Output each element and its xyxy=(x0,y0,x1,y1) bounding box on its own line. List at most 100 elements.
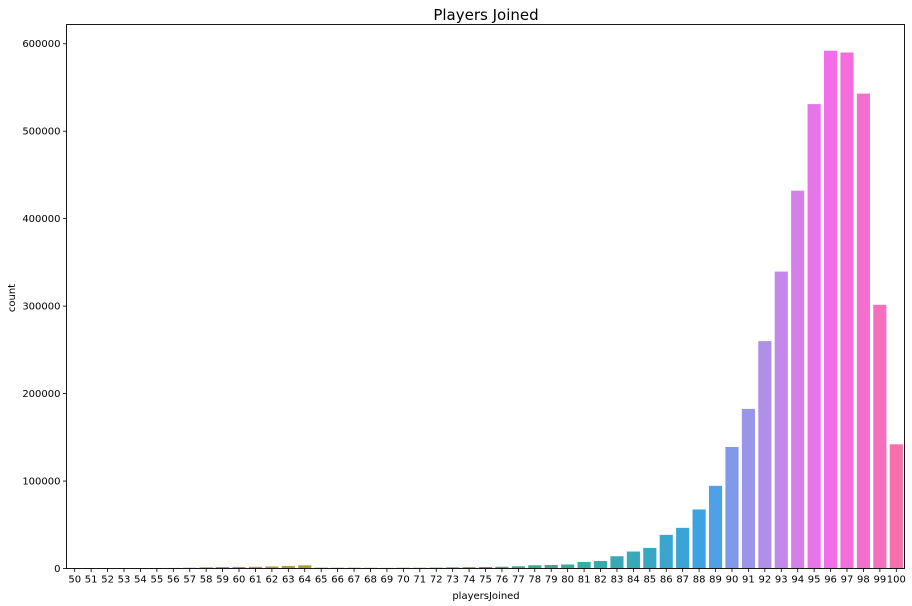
x-tick-label: 82 xyxy=(594,575,607,586)
x-tick-label: 92 xyxy=(758,575,771,586)
x-tick-label: 89 xyxy=(709,575,722,586)
x-tick-label: 93 xyxy=(775,575,788,586)
bar-62 xyxy=(265,566,279,569)
x-tick-label: 95 xyxy=(808,575,821,586)
x-tick-label: 50 xyxy=(68,575,81,586)
plot-frame xyxy=(66,24,905,569)
x-tick-label: 60 xyxy=(233,575,246,586)
x-tick-label: 59 xyxy=(216,575,229,586)
x-tick-label: 52 xyxy=(101,575,114,586)
bar-79 xyxy=(544,565,558,569)
bar-90 xyxy=(725,446,739,569)
y-axis: 0 100000 200000 300000 400000 500000 600000 xyxy=(22,39,67,575)
x-tick-label: 58 xyxy=(200,575,213,586)
x-tick-label: 57 xyxy=(183,575,196,586)
x-axis-label: playersJoined xyxy=(452,591,519,602)
bar-97 xyxy=(840,52,854,569)
x-tick-label: 87 xyxy=(676,575,689,586)
bars-group xyxy=(68,50,903,569)
bar-83 xyxy=(610,556,624,569)
x-tick-label: 62 xyxy=(266,575,279,586)
x-tick-label: 70 xyxy=(397,575,410,586)
bar-92 xyxy=(758,341,772,569)
x-tick-label: 65 xyxy=(315,575,328,586)
x-tick-label: 97 xyxy=(841,575,854,586)
x-tick-label: 100 xyxy=(887,575,906,586)
x-tick-label: 63 xyxy=(282,575,295,586)
bar-98 xyxy=(856,93,870,569)
bar-74 xyxy=(462,567,476,569)
bar-77 xyxy=(511,566,525,569)
x-tick-label: 99 xyxy=(873,575,886,586)
x-tick-label: 85 xyxy=(643,575,656,586)
x-tick-label: 88 xyxy=(693,575,706,586)
x-tick-label: 86 xyxy=(660,575,673,586)
x-tick-label: 83 xyxy=(611,575,624,586)
x-tick-label: 71 xyxy=(413,575,426,586)
bar-86 xyxy=(659,534,673,569)
chart-title: Players Joined xyxy=(433,6,538,24)
bar-82 xyxy=(593,560,608,569)
bar-80 xyxy=(561,564,575,569)
bar-63 xyxy=(281,565,295,569)
x-tick-label: 96 xyxy=(824,575,837,586)
bar-73 xyxy=(446,567,460,569)
bar-91 xyxy=(741,408,755,569)
y-tick-label: 300000 xyxy=(22,302,60,313)
y-tick-label: 500000 xyxy=(22,127,60,138)
x-tick-label: 67 xyxy=(348,575,361,586)
bar-88 xyxy=(692,509,706,569)
bar-75 xyxy=(478,567,493,569)
bar-99 xyxy=(873,304,887,569)
x-axis: 50 51 52 53 54 55 56 57 58 59 60 61 62 63 64 65 66 67 68 69… xyxy=(68,568,906,586)
x-tick-label: 90 xyxy=(726,575,739,586)
y-tick-label: 600000 xyxy=(22,39,60,50)
x-tick-label: 74 xyxy=(463,575,476,586)
x-tick-label: 84 xyxy=(627,575,640,586)
x-tick-label: 73 xyxy=(446,575,459,586)
bar-89 xyxy=(708,485,723,569)
bar-87 xyxy=(676,527,690,569)
x-tick-label: 51 xyxy=(85,575,98,586)
x-tick-label: 77 xyxy=(512,575,525,586)
x-tick-label: 98 xyxy=(857,575,870,586)
y-tick-label: 400000 xyxy=(22,214,60,225)
bar-58 xyxy=(199,567,213,569)
x-tick-label: 75 xyxy=(479,575,492,586)
x-tick-label: 64 xyxy=(298,575,311,586)
y-tick-label: 0 xyxy=(54,564,60,575)
x-tick-label: 76 xyxy=(496,575,509,586)
x-tick-label: 81 xyxy=(578,575,591,586)
x-tick-label: 55 xyxy=(151,575,164,586)
bar-93 xyxy=(774,271,788,569)
bar-95 xyxy=(807,104,821,569)
bar-94 xyxy=(791,190,805,569)
x-tick-label: 79 xyxy=(545,575,558,586)
x-tick-label: 69 xyxy=(381,575,394,586)
x-tick-label: 61 xyxy=(249,575,262,586)
x-tick-label: 94 xyxy=(791,575,804,586)
bar-64 xyxy=(298,565,312,569)
x-tick-label: 80 xyxy=(561,575,574,586)
x-tick-label: 54 xyxy=(134,575,147,586)
bar-78 xyxy=(528,565,542,569)
x-tick-label: 66 xyxy=(331,575,344,586)
x-tick-label: 72 xyxy=(430,575,443,586)
bar-76 xyxy=(495,566,509,569)
x-tick-label: 68 xyxy=(364,575,377,586)
bar-59 xyxy=(216,567,230,569)
bar-96 xyxy=(823,50,838,569)
bar-60 xyxy=(232,566,246,569)
bar-61 xyxy=(248,566,263,569)
y-tick-label: 100000 xyxy=(22,477,60,488)
bar-81 xyxy=(577,561,591,569)
x-tick-label: 91 xyxy=(742,575,755,586)
x-tick-label: 78 xyxy=(528,575,541,586)
x-tick-label: 53 xyxy=(118,575,131,586)
x-tick-label: 56 xyxy=(167,575,180,586)
bar-85 xyxy=(643,547,657,569)
bar-84 xyxy=(626,551,640,569)
y-tick-label: 200000 xyxy=(22,389,60,400)
bar-100 xyxy=(889,444,903,569)
